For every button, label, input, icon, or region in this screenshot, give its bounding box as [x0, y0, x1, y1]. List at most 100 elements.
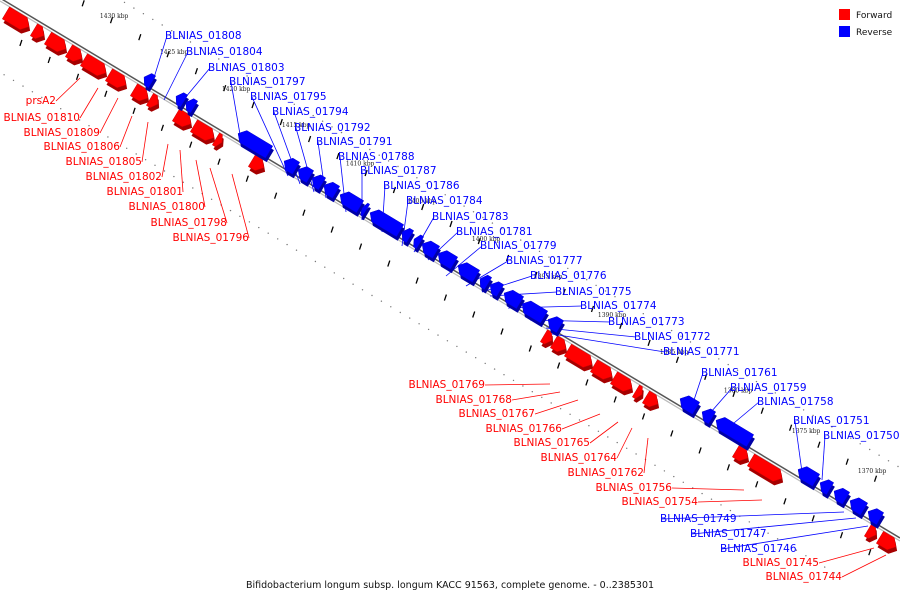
reverse-gene-label: BLNIAS_01803 [208, 62, 285, 74]
forward-gene-label: BLNIAS_01756 [595, 482, 672, 494]
tick-dash-lower [443, 294, 448, 301]
ruler-dot-lower [163, 170, 166, 172]
forward-gene-arrow [1, 6, 30, 30]
ruler-dot-upper [387, 160, 390, 162]
forward-gene-label: BLNIAS_01762 [567, 467, 644, 479]
forward-gene-label: BLNIAS_01809 [23, 127, 100, 139]
ruler-dot-lower [41, 96, 43, 99]
reverse-gene-label-leader [489, 291, 558, 297]
ruler-dot-lower [22, 85, 24, 87]
forward-gene-label: BLNIAS_01744 [765, 571, 842, 583]
forward-gene-label: BLNIAS_01798 [150, 217, 227, 229]
tick-dash-upper [449, 220, 453, 228]
forward-gene-arrow [104, 68, 127, 89]
tick-dash-upper [760, 407, 764, 414]
ruler-dot-lower [833, 572, 835, 574]
ruler-dot-upper [303, 109, 305, 111]
forward-gene-arrow [43, 31, 67, 53]
tick-dash-lower [556, 362, 561, 369]
reverse-gene-arrow [323, 181, 341, 199]
ruler-dot-lower [371, 294, 373, 297]
ruler-dot-lower [343, 277, 345, 280]
ruler-dot-upper [642, 313, 644, 315]
ruler-dot-upper [416, 177, 418, 179]
ruler-dot-upper [623, 301, 626, 304]
ruler-dot-lower [154, 164, 156, 166]
gene-labels: prsA2 BLNIAS_01810 BLNIAS_01809 BLNIAS_0180… [3, 30, 899, 583]
ruler-dot-lower [305, 255, 307, 257]
forward-gene-label-leader [561, 413, 601, 430]
forward-gene-label-leader [209, 167, 228, 224]
ruler-dot-upper [453, 199, 456, 202]
forward-gene-label: BLNIAS_01801 [106, 186, 183, 198]
tick-dash-upper [166, 50, 170, 58]
forward-gene-label-leader [589, 421, 619, 444]
forward-gene-label-leader [195, 159, 206, 208]
reverse-gene-label-leader [551, 333, 666, 353]
ruler-dot-upper [727, 363, 729, 366]
ruler-dot-upper [708, 352, 710, 354]
forward-gene-label-leader [55, 77, 81, 102]
ruler-dot-lower [333, 272, 335, 274]
reverse-gene-label: BLNIAS_01761 [701, 367, 778, 379]
ruler-dot-lower [437, 334, 439, 336]
ruler-dot-lower [682, 481, 684, 483]
tick-dash-lower [641, 413, 646, 420]
tick-dash-lower [726, 464, 731, 471]
ruler-dot-lower [50, 102, 52, 104]
ruler-dot-lower [522, 385, 524, 387]
ruler-dot-lower [607, 436, 609, 438]
forward-gene-arrow [609, 371, 633, 392]
tick-dash-upper [562, 288, 566, 296]
reverse-gene-label: BLNIAS_01779 [480, 240, 557, 252]
forward-gene-arrow [64, 44, 83, 62]
tick-dash-upper [873, 475, 878, 482]
reverse-gene-arrow [867, 508, 885, 526]
reverse-gene-label-leader [721, 525, 869, 550]
forward-gene-label-leader [99, 97, 119, 134]
ruler-dot-upper [793, 403, 795, 405]
reverse-gene-arrow [311, 174, 327, 191]
forward-gene-arrow [641, 390, 659, 408]
ruler-dot-lower [380, 300, 383, 302]
ruler-dot-upper [227, 63, 229, 66]
ruler-dot-lower [512, 379, 515, 382]
ruler-dot-lower [286, 243, 288, 246]
ruler-dot-upper [265, 86, 267, 89]
ruler-dot-lower [578, 419, 581, 421]
reverse-gene-label: BLNIAS_01781 [456, 226, 533, 238]
ruler-dot-upper [755, 380, 758, 383]
ruler-dot-upper [878, 454, 880, 456]
ruler-dot-upper [274, 92, 277, 94]
reverse-gene-label-leader [295, 127, 315, 193]
ruler-dot-upper [161, 24, 163, 26]
ruler-dot-lower [12, 79, 15, 82]
tick-dash-upper [364, 169, 368, 177]
reverse-gene-label: BLNIAS_01776 [530, 270, 607, 282]
ruler-dot-upper [661, 324, 663, 326]
tick-dash-upper [251, 101, 255, 109]
tick-label: 1430 kbp [100, 13, 129, 20]
forward-gene-label: BLNIAS_01805 [65, 156, 142, 168]
ruler-dot-upper [142, 13, 145, 15]
forward-gene-arrow [631, 384, 643, 399]
ruler-dot-upper [444, 194, 446, 196]
tick-dash-upper [845, 458, 849, 465]
ruler-dot-upper [784, 397, 786, 400]
ruler-dot-upper [397, 165, 399, 168]
forward-gene-label-leader [671, 487, 745, 491]
ruler-dot-lower [550, 402, 552, 404]
reverse-gene-arrow [819, 479, 835, 496]
reverse-gene-arrow [283, 157, 301, 175]
reverse-gene-arrow [413, 234, 425, 250]
tick-dash-lower [613, 396, 617, 403]
ruler-dot-lower [456, 345, 458, 348]
ruler-dot-lower [144, 159, 147, 161]
reverse-gene-arrow [457, 262, 481, 283]
forward-gene-label: BLNIAS_01769 [408, 379, 485, 391]
reverse-gene-label: BLNIAS_01751 [793, 415, 870, 427]
ruler-dot-lower [673, 475, 675, 478]
tick-label: 1425 kbp [160, 49, 189, 56]
ruler-dot-lower [559, 408, 562, 410]
